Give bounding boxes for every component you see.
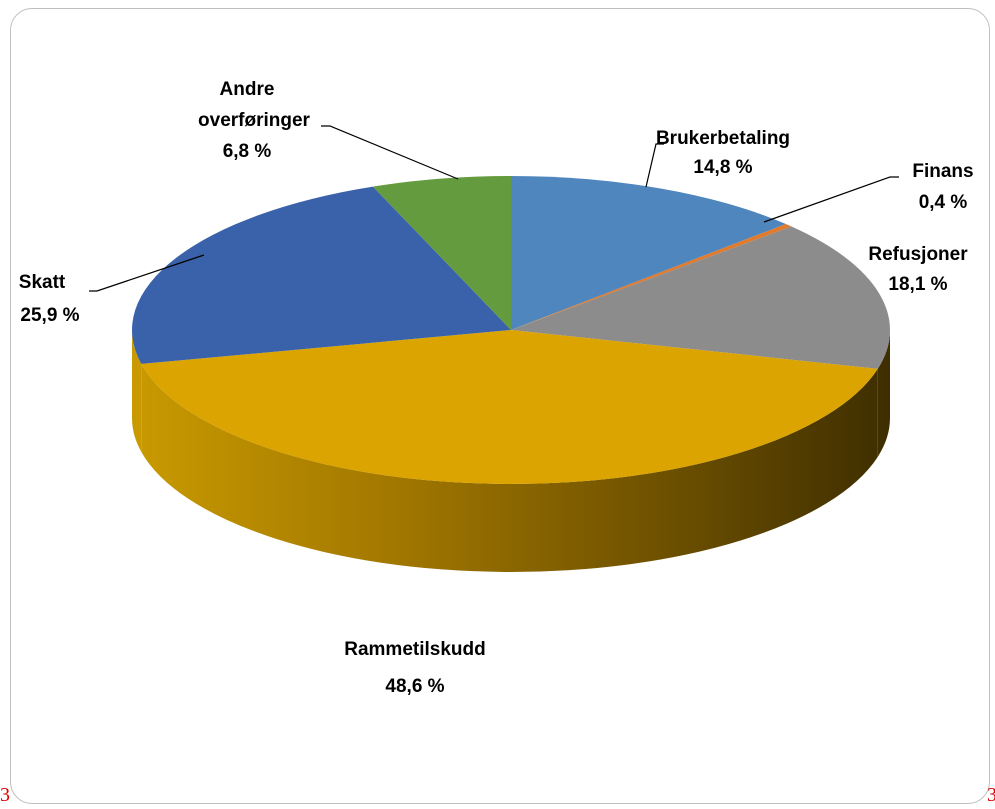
slice-side-4 xyxy=(132,330,142,452)
leader-line-4 xyxy=(89,254,205,292)
slice-side-2 xyxy=(877,330,890,457)
slice-label-5: Andre xyxy=(220,79,275,100)
slice-label-1: Finans xyxy=(912,161,973,182)
value-label-1: 0,4 % xyxy=(919,192,968,213)
slice-0 xyxy=(511,176,786,330)
corner-mark-right: 3 xyxy=(987,784,995,806)
slice-label-0: Brukerbetaling xyxy=(656,128,790,149)
slice-4 xyxy=(131,186,511,364)
slice-label-4: Skatt xyxy=(19,272,66,293)
slice-5 xyxy=(372,176,511,330)
slice-label-2: Refusjoner xyxy=(868,244,968,265)
value-label-2: 18,1 % xyxy=(888,274,947,295)
corner-mark-left: 3 xyxy=(0,784,10,806)
value-label-5: 6,8 % xyxy=(223,141,272,162)
leader-line-1 xyxy=(763,176,899,223)
value-label-4: 25,9 % xyxy=(20,305,79,326)
value-label-3: 48,6 % xyxy=(385,676,444,697)
slice-3 xyxy=(141,330,878,485)
slice-2 xyxy=(511,226,890,369)
slice-label-5: overføringer xyxy=(198,110,311,131)
leader-line-5 xyxy=(321,125,459,180)
value-label-0: 14,8 % xyxy=(693,157,752,178)
leader-line-0 xyxy=(645,143,664,188)
slice-label-3: Rammetilskudd xyxy=(344,639,485,660)
slice-side-3 xyxy=(141,363,878,573)
slice-1 xyxy=(511,223,792,330)
